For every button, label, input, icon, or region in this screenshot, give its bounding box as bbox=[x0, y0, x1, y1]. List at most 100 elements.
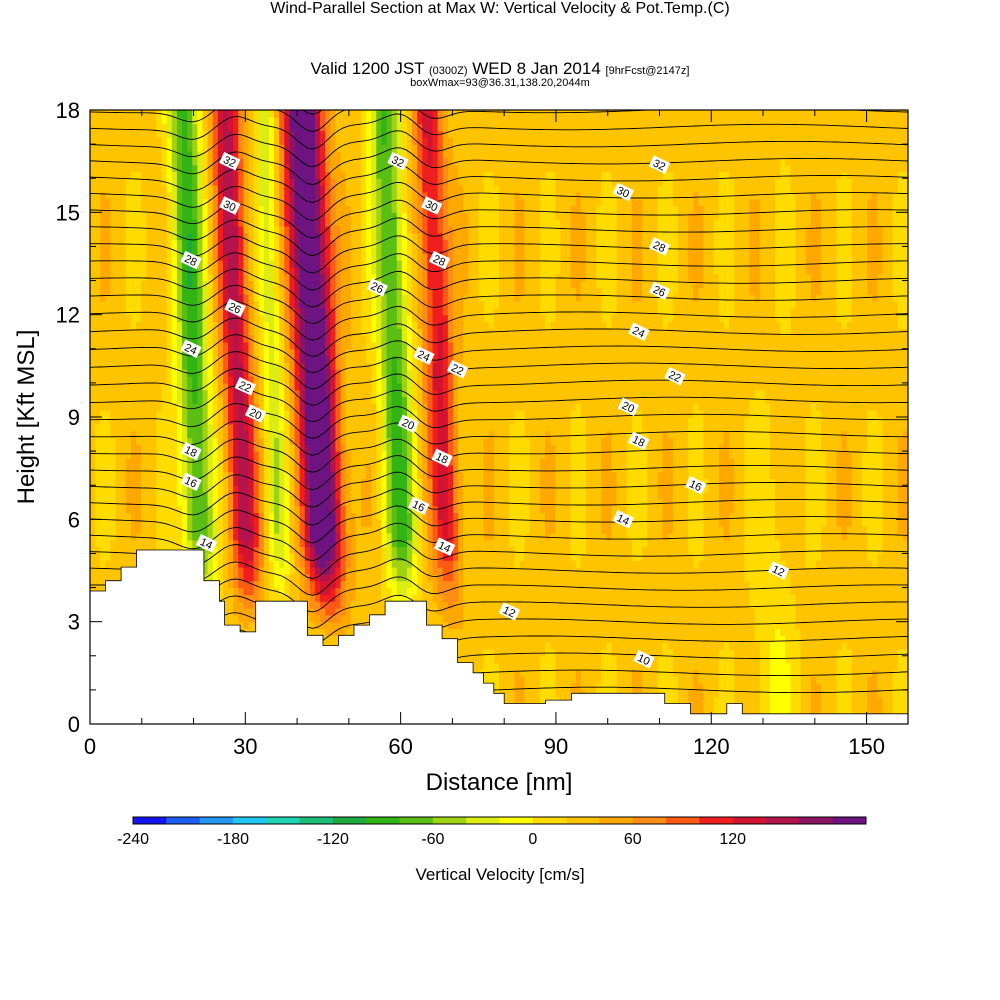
field-cell bbox=[166, 532, 173, 541]
field-cell bbox=[759, 526, 766, 534]
field-cell bbox=[243, 621, 250, 630]
field-cell bbox=[381, 532, 388, 541]
field-cell bbox=[596, 587, 602, 595]
field-cell bbox=[320, 614, 326, 623]
field-cell bbox=[539, 614, 546, 623]
field-cell bbox=[401, 594, 408, 602]
field-cell bbox=[667, 526, 674, 534]
field-cell bbox=[754, 539, 761, 548]
field-cell bbox=[708, 519, 715, 527]
field-cell bbox=[718, 601, 725, 609]
field-cell bbox=[452, 580, 459, 589]
field-cell bbox=[95, 580, 101, 589]
field-cell bbox=[545, 642, 551, 650]
field-cell bbox=[810, 553, 817, 561]
field-cell bbox=[325, 573, 331, 582]
field-cell bbox=[514, 621, 521, 630]
field-cell bbox=[795, 669, 802, 677]
field-cell bbox=[355, 526, 362, 534]
field-cell bbox=[601, 519, 607, 527]
field-cell bbox=[826, 676, 832, 684]
field-cell bbox=[729, 614, 735, 623]
field-cell bbox=[897, 683, 904, 691]
field-cell bbox=[841, 601, 848, 609]
field-cell bbox=[417, 519, 423, 527]
field-cell bbox=[846, 608, 853, 616]
field-cell bbox=[902, 689, 908, 698]
field-cell bbox=[263, 587, 270, 595]
field-cell bbox=[519, 553, 526, 561]
field-cell bbox=[872, 594, 878, 602]
field-cell bbox=[683, 573, 689, 582]
field-cell bbox=[764, 683, 771, 691]
field-cell bbox=[657, 601, 664, 609]
field-cell bbox=[110, 567, 117, 575]
field-cell bbox=[550, 526, 556, 534]
field-cell bbox=[831, 676, 838, 684]
field-cell bbox=[565, 532, 572, 541]
field-cell bbox=[892, 553, 899, 561]
field-cell bbox=[575, 546, 582, 555]
field-cell bbox=[672, 642, 679, 650]
field-cell bbox=[202, 519, 209, 527]
field-cell bbox=[330, 546, 336, 555]
field-cell bbox=[243, 573, 250, 582]
field-cell bbox=[856, 628, 863, 636]
field-cell bbox=[601, 567, 607, 575]
field-cell bbox=[759, 601, 766, 609]
field-cell bbox=[360, 601, 367, 609]
field-cell bbox=[263, 539, 270, 548]
field-cell bbox=[723, 573, 730, 582]
field-cell bbox=[105, 560, 112, 568]
field-cell bbox=[831, 580, 838, 589]
field-cell bbox=[268, 539, 275, 548]
field-cell bbox=[836, 601, 843, 609]
field-cell bbox=[580, 669, 587, 677]
field-cell bbox=[626, 532, 633, 541]
field-cell bbox=[263, 594, 270, 602]
field-cell bbox=[846, 621, 853, 630]
field-cell bbox=[228, 512, 234, 520]
field-cell bbox=[739, 676, 745, 684]
field-cell bbox=[463, 614, 469, 623]
field-cell bbox=[95, 526, 101, 534]
field-cell bbox=[616, 628, 623, 636]
field-cell bbox=[821, 642, 827, 650]
field-cell bbox=[386, 526, 393, 534]
field-cell bbox=[637, 560, 643, 568]
field-cell bbox=[406, 512, 413, 520]
field-cell bbox=[248, 601, 255, 609]
field-cell bbox=[432, 587, 439, 595]
field-cell bbox=[519, 628, 526, 636]
field-cell bbox=[667, 573, 674, 582]
field-cell bbox=[437, 601, 444, 609]
field-cell bbox=[887, 689, 894, 698]
field-cell bbox=[601, 532, 607, 541]
field-cell bbox=[795, 580, 802, 589]
field-cell bbox=[233, 567, 239, 575]
field-cell bbox=[637, 628, 643, 636]
field-cell bbox=[499, 532, 505, 541]
field-cell bbox=[504, 594, 510, 602]
field-cell bbox=[708, 526, 715, 534]
field-cell bbox=[826, 519, 832, 527]
field-cell bbox=[488, 655, 495, 664]
field-cell bbox=[192, 532, 198, 541]
field-cell bbox=[723, 594, 730, 602]
field-cell bbox=[591, 648, 597, 657]
field-cell bbox=[734, 553, 740, 561]
field-cell bbox=[417, 594, 423, 602]
field-cell bbox=[693, 655, 699, 664]
field-cell bbox=[821, 655, 827, 664]
field-cell bbox=[509, 662, 515, 671]
field-cell bbox=[800, 669, 807, 677]
field-cell bbox=[253, 519, 260, 527]
field-cell bbox=[723, 696, 730, 705]
field-cell bbox=[826, 601, 832, 609]
field-cell bbox=[601, 669, 607, 677]
field-cell bbox=[376, 594, 383, 602]
field-cell bbox=[345, 587, 352, 595]
field-cell bbox=[340, 532, 347, 541]
field-cell bbox=[754, 655, 761, 664]
field-cell bbox=[585, 676, 592, 684]
